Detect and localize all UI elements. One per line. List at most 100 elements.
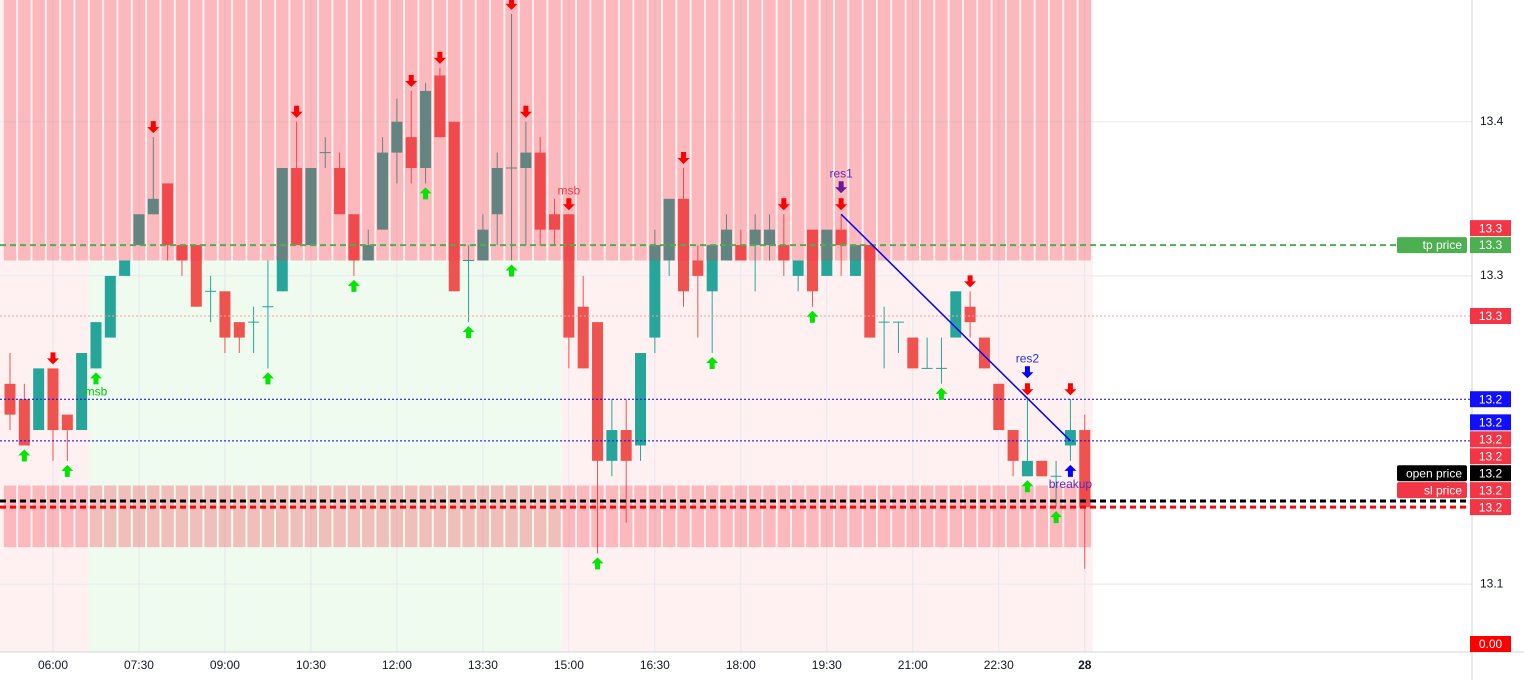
zone-stripe bbox=[577, 0, 590, 261]
zone-stripe bbox=[748, 485, 762, 548]
candle-body bbox=[405, 137, 417, 169]
zone-stripe bbox=[906, 0, 919, 261]
zone-stripe bbox=[863, 485, 876, 548]
candle-body bbox=[1064, 430, 1076, 446]
zone-stripe bbox=[233, 0, 246, 261]
x-tick-label: 15:00 bbox=[554, 658, 584, 672]
candle-body bbox=[950, 291, 962, 338]
price-tag-label: 13.3 bbox=[1479, 238, 1503, 252]
zone-stripe bbox=[992, 0, 1005, 261]
zone-stripe bbox=[89, 0, 103, 261]
annotation-label: res2 bbox=[1016, 351, 1040, 365]
zone-stripe bbox=[433, 0, 447, 261]
zone-stripe bbox=[519, 0, 533, 261]
price-tag bbox=[1470, 448, 1511, 465]
zone-stripe bbox=[319, 0, 332, 261]
zone-stripe bbox=[963, 485, 977, 548]
zone-stripe bbox=[276, 0, 289, 261]
candle-body bbox=[735, 245, 747, 261]
candle-body bbox=[763, 229, 775, 246]
zone-stripe bbox=[419, 485, 432, 548]
down-arrow bbox=[835, 198, 848, 211]
down-arrow bbox=[433, 51, 446, 64]
zone-stripe bbox=[562, 0, 576, 261]
zone-stripe bbox=[3, 485, 17, 548]
price-tag-title-box bbox=[1397, 465, 1467, 482]
candle-body bbox=[362, 245, 374, 261]
candle-body bbox=[792, 260, 804, 276]
zone-stripe bbox=[892, 0, 905, 261]
zone-stripe bbox=[376, 485, 389, 548]
down-arrow bbox=[147, 121, 160, 134]
annotation-label: msb bbox=[558, 183, 581, 197]
zone-stripe bbox=[61, 485, 74, 548]
down-arrow bbox=[777, 198, 790, 211]
candle-body bbox=[1050, 475, 1062, 477]
x-tick-label: 21:00 bbox=[898, 658, 928, 672]
price-tag-label: 13.2 bbox=[1479, 416, 1503, 430]
up-arrow bbox=[419, 187, 432, 200]
candle-body bbox=[835, 229, 847, 246]
zone-stripe bbox=[247, 485, 260, 548]
candle-body bbox=[892, 321, 904, 323]
zone-stripe bbox=[75, 0, 88, 261]
zone-stripe bbox=[32, 485, 45, 548]
price-tag bbox=[1470, 307, 1511, 324]
price-tag-label: 0.00 bbox=[1479, 637, 1503, 651]
zone-stripe bbox=[1021, 0, 1034, 261]
up-arrow bbox=[935, 387, 948, 400]
highlight-range bbox=[88, 260, 562, 652]
zone-stripe bbox=[118, 0, 131, 261]
candle-body bbox=[491, 168, 503, 215]
x-tick-label: 06:00 bbox=[38, 658, 68, 672]
zone-stripe bbox=[892, 485, 905, 548]
candle-body bbox=[606, 430, 618, 461]
zone-stripe bbox=[1049, 0, 1063, 261]
zone-stripe bbox=[935, 0, 948, 261]
price-tag-title: sl price bbox=[1424, 483, 1462, 497]
zone-stripe bbox=[405, 485, 418, 548]
candle-body bbox=[1036, 460, 1048, 477]
up-arrow bbox=[1050, 511, 1063, 524]
candle-body bbox=[978, 337, 990, 369]
zone-stripe bbox=[261, 0, 275, 261]
zone-stripe bbox=[3, 0, 17, 261]
zone-stripe bbox=[906, 485, 919, 548]
price-tag-label: 13.2 bbox=[1479, 500, 1503, 514]
up-arrow bbox=[462, 326, 475, 339]
zone-stripe bbox=[46, 485, 60, 548]
zone-stripe bbox=[691, 0, 705, 261]
candle-body bbox=[76, 352, 88, 431]
up-arrow bbox=[706, 356, 719, 369]
zone-stripe bbox=[132, 0, 146, 261]
zone-stripe bbox=[648, 0, 662, 261]
zone-stripe bbox=[920, 485, 934, 548]
annotation-label: breakup bbox=[1049, 477, 1093, 491]
price-tag-label: 13.3 bbox=[1479, 221, 1503, 235]
candle-body bbox=[33, 368, 45, 431]
candle-body bbox=[878, 321, 890, 323]
candle-body bbox=[849, 245, 861, 276]
candle-body bbox=[176, 245, 188, 261]
zone-stripe bbox=[1064, 485, 1077, 548]
zone-stripe bbox=[734, 0, 748, 261]
price-tag bbox=[1470, 414, 1511, 431]
zone-stripe bbox=[705, 485, 719, 548]
zone-stripe bbox=[605, 485, 619, 548]
candle-body bbox=[721, 229, 732, 261]
candle-body bbox=[1079, 430, 1091, 508]
candle-body bbox=[706, 245, 718, 292]
up-arrow bbox=[347, 279, 360, 292]
zone-stripe bbox=[347, 485, 361, 548]
down-arrow bbox=[1021, 383, 1034, 396]
zone-stripe bbox=[18, 485, 31, 548]
down-arrow bbox=[1064, 383, 1077, 396]
candle-body bbox=[233, 322, 245, 338]
candle-body bbox=[692, 260, 704, 276]
price-tag bbox=[1470, 499, 1511, 516]
x-tick-label: 13:30 bbox=[468, 658, 498, 672]
candle-body bbox=[749, 229, 761, 246]
candle-body bbox=[806, 229, 818, 292]
zone-stripe bbox=[619, 0, 633, 261]
